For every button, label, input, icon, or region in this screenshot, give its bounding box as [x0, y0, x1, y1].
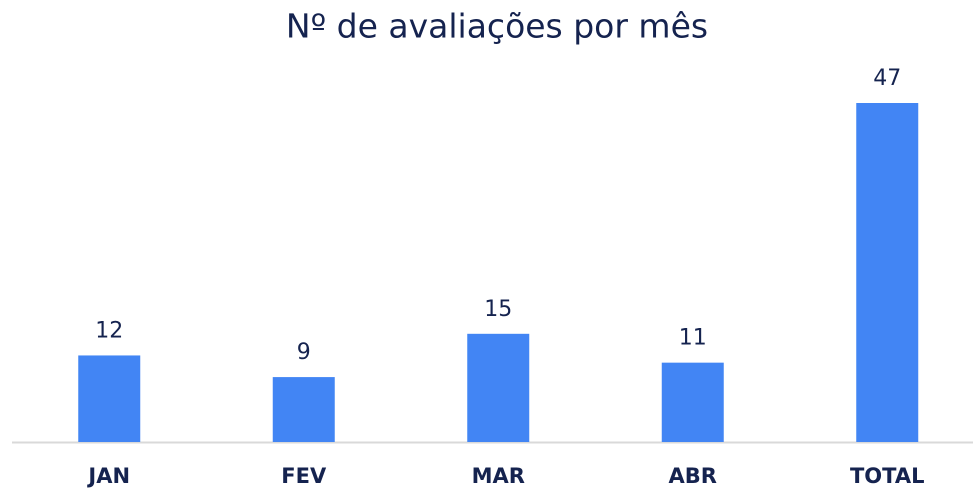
data-label: 15: [484, 297, 512, 322]
chart-title: Nº de avaliações por mês: [286, 7, 708, 46]
x-tick-label: TOTAL: [850, 464, 925, 488]
x-tick-label: ABR: [669, 464, 717, 488]
data-label: 47: [873, 66, 901, 91]
data-label: 9: [297, 340, 311, 365]
bar: [272, 377, 335, 442]
data-label: 11: [679, 326, 707, 351]
x-tick-label: MAR: [472, 464, 525, 488]
bar: [661, 362, 724, 442]
bar: [856, 103, 919, 442]
bar: [78, 355, 141, 442]
bar: [467, 333, 530, 442]
x-tick-label: JAN: [86, 464, 130, 488]
data-label: 12: [95, 318, 123, 343]
x-tick-label: FEV: [281, 464, 327, 488]
